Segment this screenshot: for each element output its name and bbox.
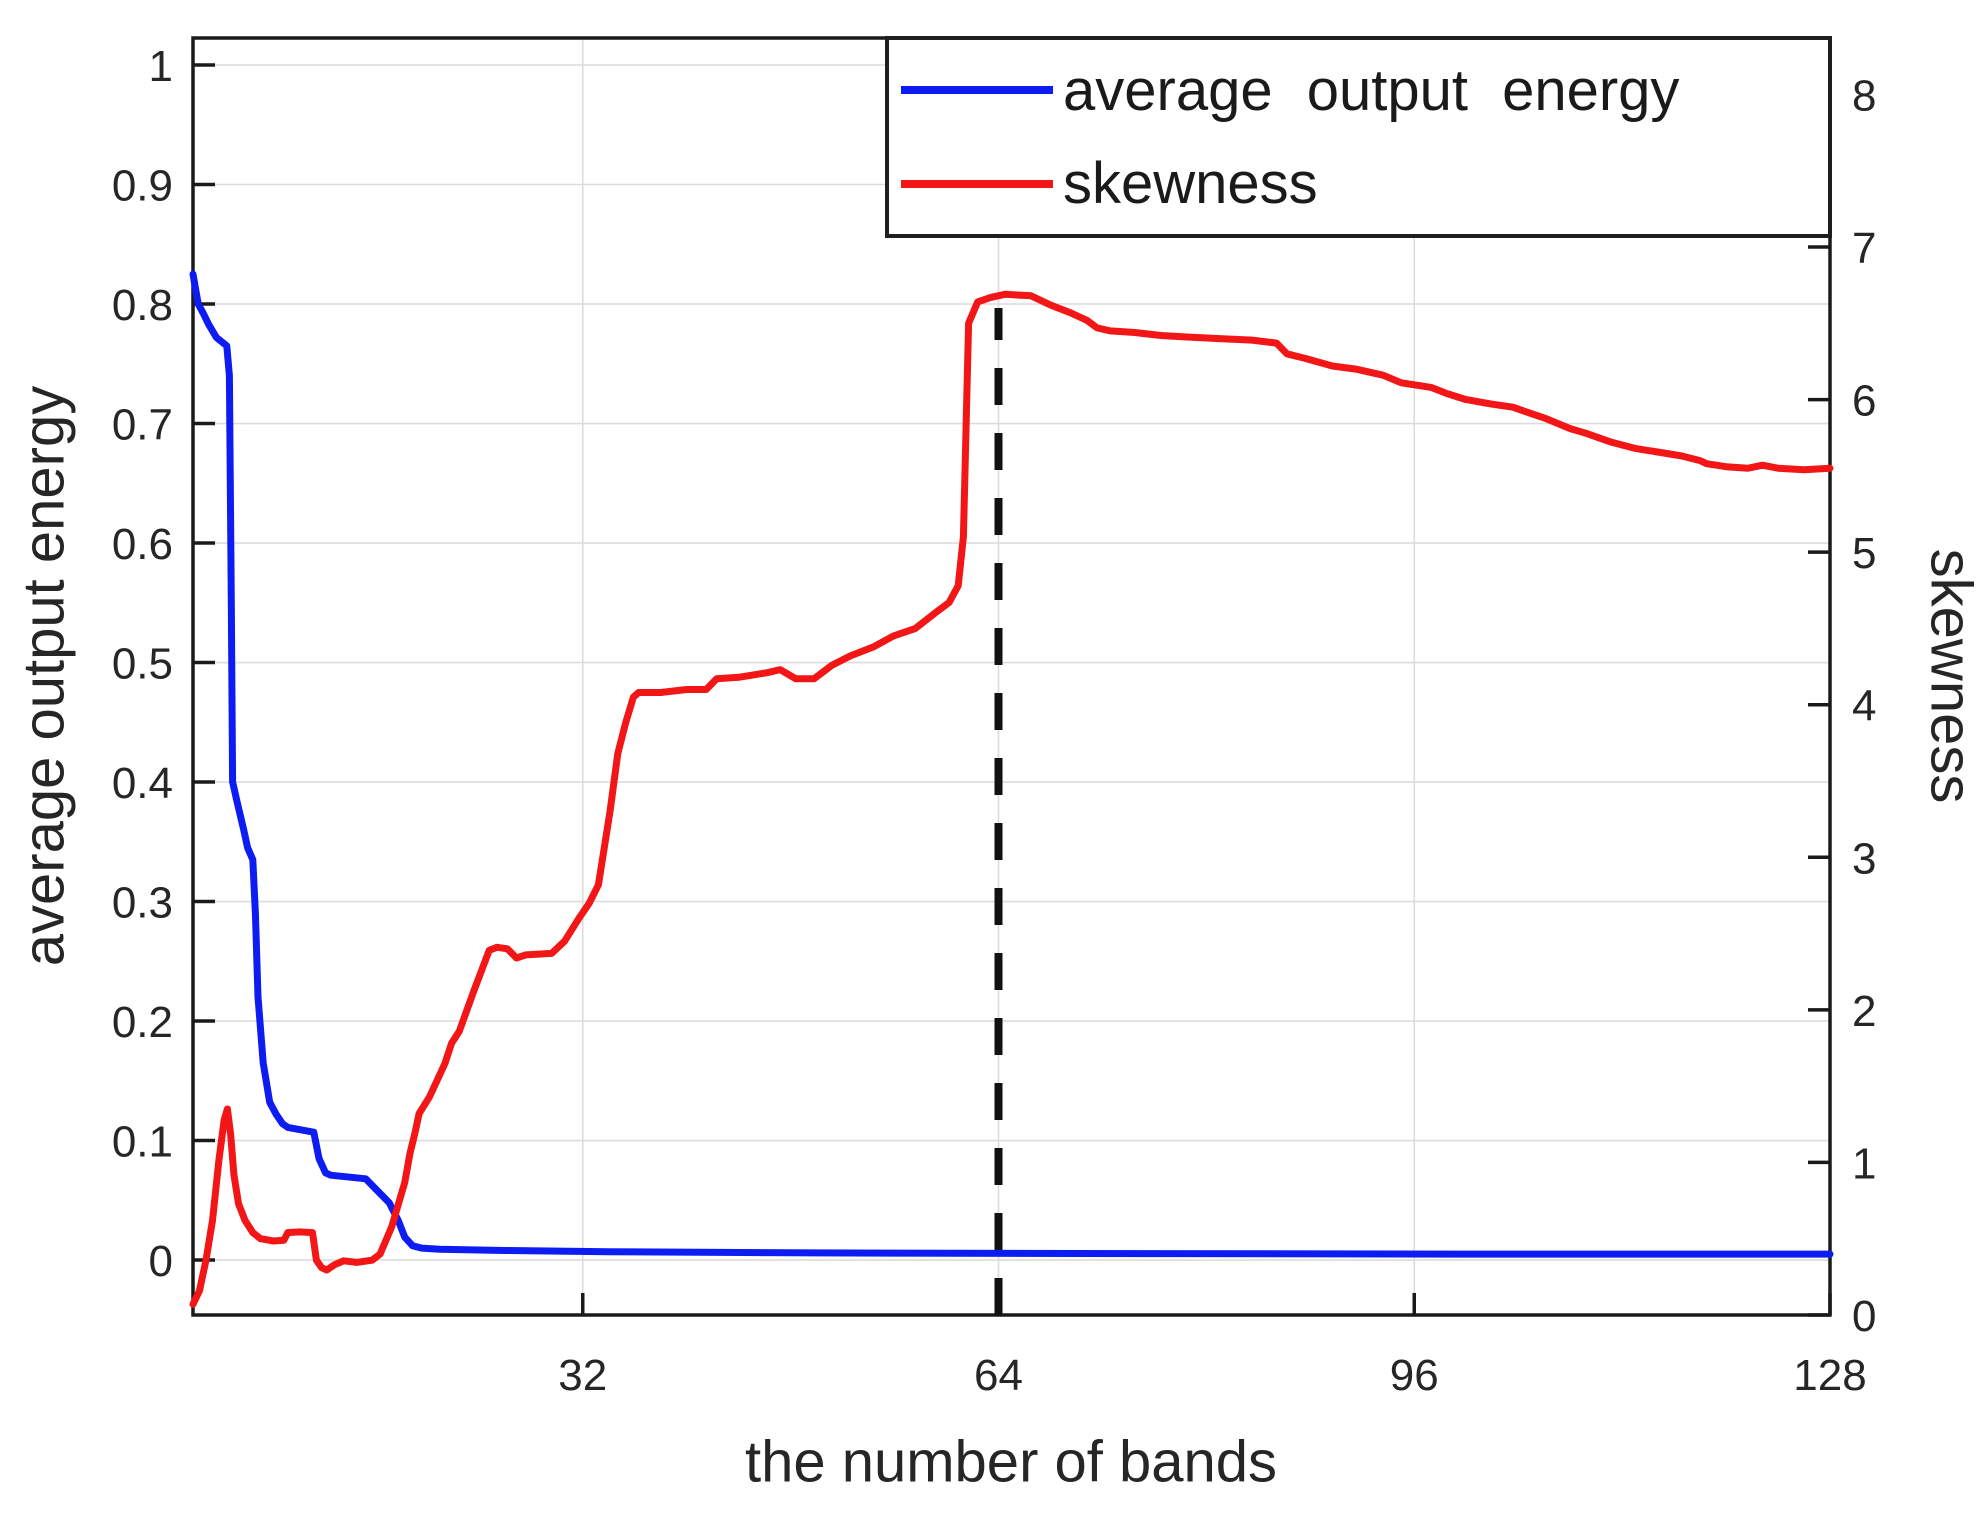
y-right-tick-label: 4 xyxy=(1852,682,1876,731)
y-left-axis-label: average output energy xyxy=(11,385,77,967)
y-right-tick-label: 6 xyxy=(1852,377,1876,426)
y-left-tick-label: 0.6 xyxy=(112,520,173,569)
y-left-tick-label: 1 xyxy=(149,42,173,91)
series-line-skewness xyxy=(189,290,1834,1308)
y-right-tick-label: 2 xyxy=(1852,987,1876,1036)
legend-label: skewness xyxy=(1063,151,1318,217)
series-line-average-output-energy xyxy=(189,270,1834,1258)
legend-entry-skewness: skewness xyxy=(889,141,1828,227)
y-left-tick-label: 0.4 xyxy=(112,759,173,808)
x-tick-label: 32 xyxy=(558,1351,607,1400)
y-right-tick-label: 5 xyxy=(1852,529,1876,578)
x-tick-label: 64 xyxy=(974,1351,1023,1400)
y-left-tick-label: 0.9 xyxy=(112,162,173,211)
legend-entry-average-output-energy: average output energy xyxy=(889,47,1828,133)
x-tick-label: 128 xyxy=(1793,1351,1866,1400)
x-axis-label: the number of bands xyxy=(744,1429,1278,1495)
blue-line-icon xyxy=(901,86,1053,95)
y-right-tick-label: 0 xyxy=(1852,1292,1876,1341)
y-right-axis-label: skewness xyxy=(1918,548,1984,804)
y-left-tick-label: 0.8 xyxy=(112,281,173,330)
red-line-icon xyxy=(901,179,1053,188)
y-right-tick-label: 7 xyxy=(1852,224,1876,273)
y-right-tick-label: 1 xyxy=(1852,1139,1876,1188)
y-left-tick-label: 0.2 xyxy=(112,998,173,1047)
y-left-tick-label: 0.1 xyxy=(112,1118,173,1167)
y-left-tick-label: 0.7 xyxy=(112,401,173,450)
legend-label: average output energy xyxy=(1063,57,1680,123)
legend: average output energy skewness xyxy=(885,36,1832,238)
y-left-tick-label: 0.5 xyxy=(112,640,173,689)
x-tick-label: 96 xyxy=(1390,1351,1439,1400)
y-right-tick-label: 8 xyxy=(1852,71,1876,120)
y-right-tick-label: 3 xyxy=(1852,834,1876,883)
y-left-tick-label: 0 xyxy=(149,1237,173,1286)
y-left-tick-label: 0.3 xyxy=(112,879,173,928)
